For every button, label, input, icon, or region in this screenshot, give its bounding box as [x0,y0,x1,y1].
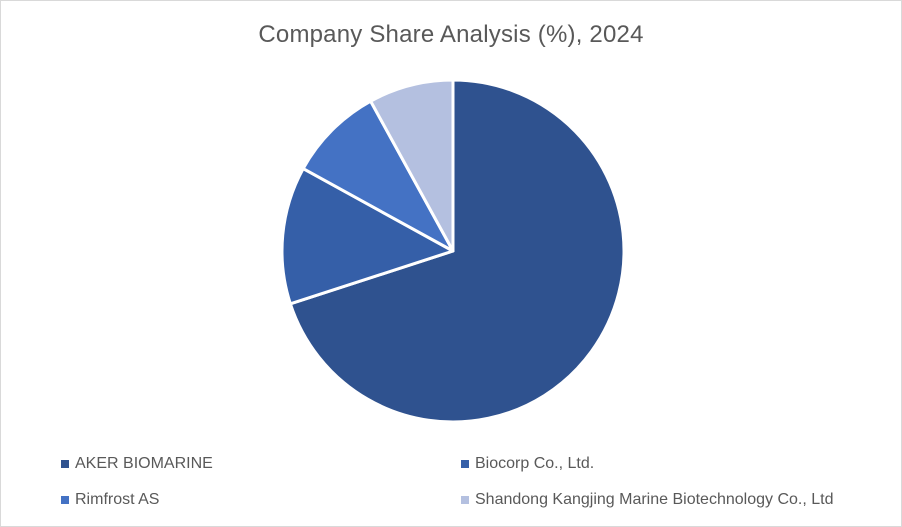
legend-item-shandong-kangjing: Shandong Kangjing Marine Biotechnology C… [461,491,833,509]
pie-slice-shandong-kangjing [369,78,455,253]
pie-slices [280,78,626,424]
legend-swatch-aker-biomarine [61,460,69,468]
legend-swatch-biocorp [461,460,469,468]
legend-item-biocorp: Biocorp Co., Ltd. [461,455,594,473]
pie-slice-aker-biomarine [288,78,626,424]
legend-label-aker-biomarine: AKER BIOMARINE [75,455,213,472]
legend-item-aker-biomarine: AKER BIOMARINE [61,455,213,473]
legend-swatch-rimfrost [61,496,69,504]
chart-title: Company Share Analysis (%), 2024 [258,21,644,48]
pie-slice-biocorp [280,167,455,306]
legend-label-biocorp: Biocorp Co., Ltd. [475,455,595,472]
legend-label-rimfrost: Rimfrost AS [75,491,160,508]
pie-slice-rimfrost [301,99,455,253]
legend-swatch-shandong-kangjing [461,496,469,504]
legend-item-rimfrost: Rimfrost AS [61,491,159,509]
legend-label-shandong-kangjing: Shandong Kangjing Marine Biotechnology C… [475,491,834,508]
